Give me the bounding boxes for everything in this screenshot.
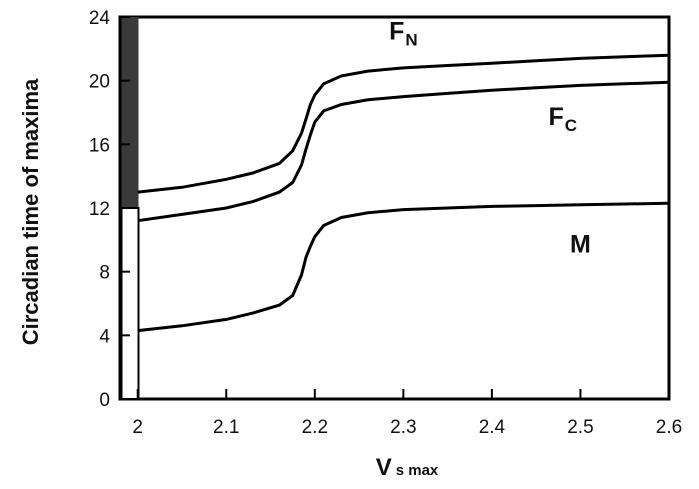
x-tick-label: 2: [132, 417, 143, 438]
series-label-m: M: [570, 231, 591, 259]
y-axis-title: Circadian time of maxima: [18, 78, 43, 345]
series-label-fn: FN: [389, 17, 418, 49]
y-tick-label: 8: [99, 263, 110, 284]
y-tick-label: 4: [99, 326, 110, 347]
x-tick-label: 2.6: [656, 417, 682, 438]
series-labels: FN FC M: [389, 17, 591, 258]
x-axis-title-subscript: s max: [396, 462, 439, 479]
y-axis-ticks: 0 4 8 12 16 20 24: [89, 8, 130, 411]
y-tick-label: 24: [89, 8, 111, 29]
y-tick-label: 16: [89, 135, 110, 156]
x-axis-ticks: 2 2.1 2.2 2.3 2.4 2.5 2.6: [132, 389, 682, 438]
series-line-m: [137, 201, 670, 333]
x-tick-label: 2.5: [567, 417, 593, 438]
y-tick-label: 12: [89, 199, 110, 220]
plot-area: 2 2.1 2.2 2.3 2.4 2.5 2.6 0 4 8 12 16 20 24 FN FC M: [89, 8, 682, 438]
day-segment: [120, 207, 140, 400]
y-tick-label: 20: [89, 72, 110, 93]
x-tick-label: 2.3: [390, 417, 416, 438]
series-line-fc: [137, 80, 670, 223]
series-curves: [137, 53, 670, 333]
y-tick-label: 0: [99, 390, 110, 411]
x-tick-label: 2.2: [302, 417, 328, 438]
night-segment: [121, 17, 139, 208]
series-line-fn: [137, 53, 670, 194]
x-axis-title-main: V: [376, 454, 392, 481]
series-label-fc: FC: [548, 103, 577, 135]
x-tick-label: 2.1: [213, 417, 239, 438]
x-tick-label: 2.4: [479, 417, 506, 438]
plot-frame: [118, 15, 671, 401]
